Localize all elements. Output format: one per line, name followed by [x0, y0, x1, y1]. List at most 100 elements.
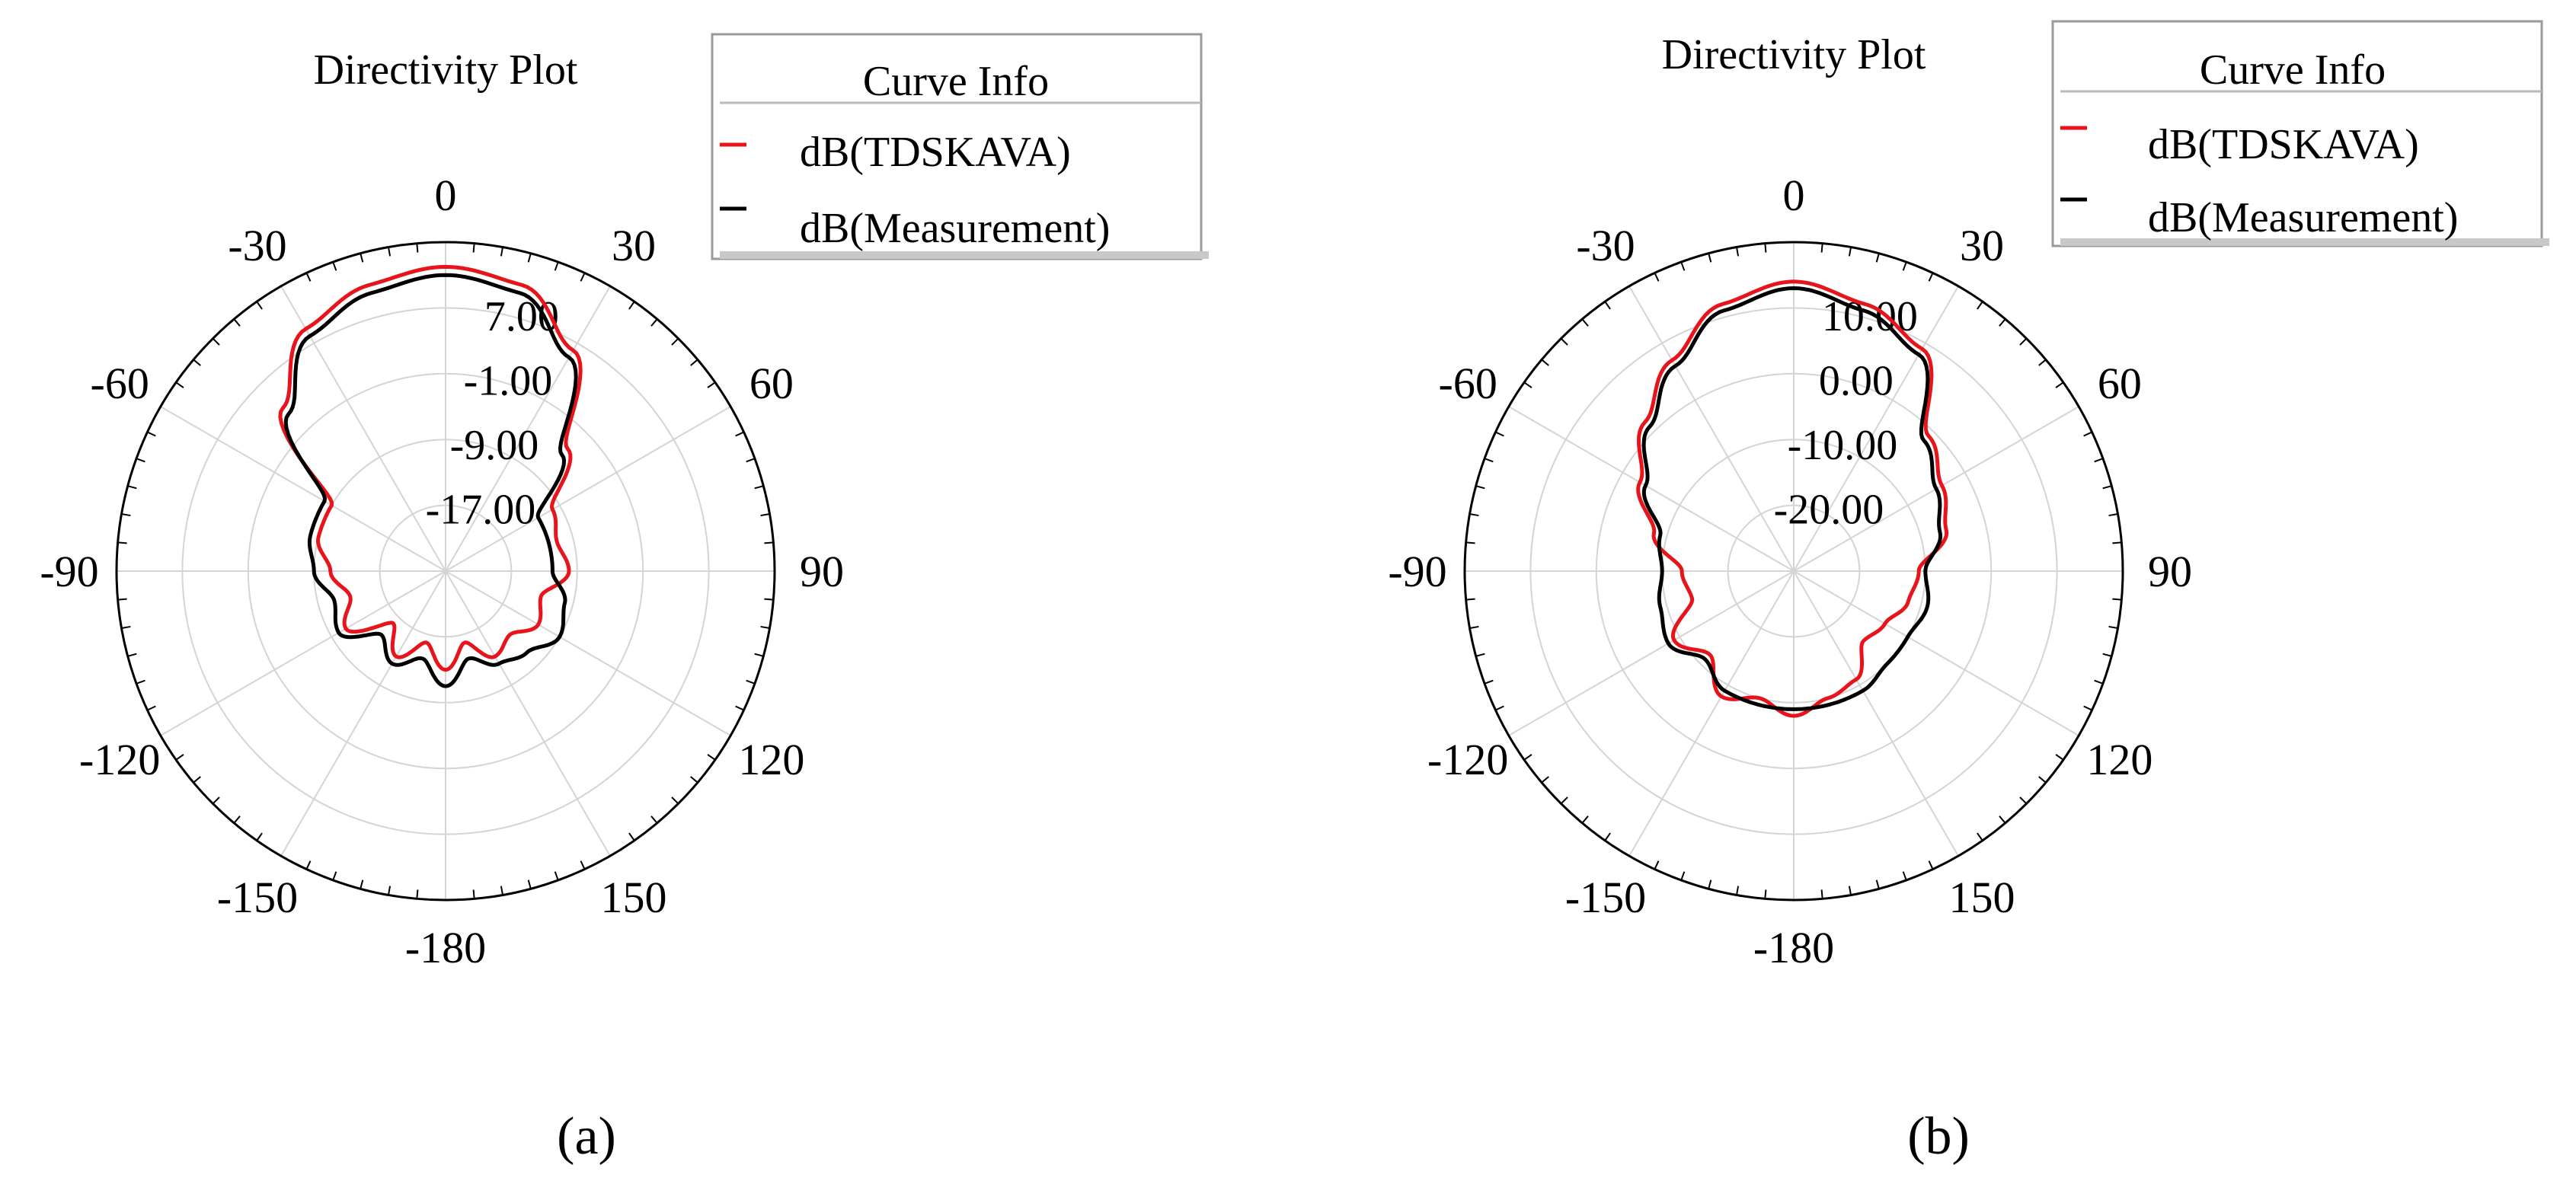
angle-tick-label: 90	[2148, 547, 2192, 596]
minor-tick	[117, 541, 127, 544]
minor-tick	[256, 301, 263, 310]
minor-tick	[650, 318, 658, 327]
series-line-tdskava	[1636, 279, 1949, 718]
angle-tick-label: -90	[1388, 547, 1446, 596]
legend-shadow-a	[720, 251, 1209, 259]
minor-tick	[746, 679, 756, 685]
minor-tick	[2112, 598, 2122, 601]
angle-tick-label: 120	[738, 735, 804, 784]
minor-tick	[1654, 273, 1660, 282]
minor-tick	[1820, 243, 1823, 253]
minor-tick	[1604, 301, 1611, 310]
minor-tick	[1999, 816, 2006, 824]
minor-tick	[1484, 679, 1494, 685]
chart-title-b: Directivity Plot	[1662, 31, 1926, 78]
grid-spoke	[445, 570, 731, 736]
angle-tick-label: 60	[749, 359, 794, 408]
minor-tick	[690, 359, 698, 366]
minor-tick	[472, 243, 475, 253]
minor-tick	[1581, 318, 1589, 327]
minor-tick	[628, 832, 635, 841]
minor-tick	[193, 776, 201, 784]
minor-tick	[127, 485, 137, 490]
minor-tick	[1475, 653, 1485, 657]
angle-tick-label: -150	[1565, 873, 1646, 922]
minor-tick	[2055, 381, 2064, 388]
angle-tick-label: 120	[2086, 735, 2153, 784]
legend-b: Curve Info dB(TDSKAVA) dB(Measurement)	[2051, 20, 2549, 247]
minor-tick	[1708, 879, 1712, 889]
radial-tick-label: -1.00	[464, 357, 553, 404]
minor-tick	[760, 512, 770, 517]
minor-tick	[233, 318, 241, 327]
minor-tick	[1680, 871, 1686, 881]
minor-tick	[1848, 886, 1852, 895]
minor-tick	[764, 541, 774, 544]
minor-tick	[212, 337, 220, 346]
minor-tick	[2102, 485, 2112, 490]
minor-tick	[671, 337, 679, 346]
minor-tick	[1541, 359, 1549, 366]
angle-tick-label: -30	[1576, 221, 1635, 270]
grid-spoke	[280, 570, 446, 857]
minor-tick	[387, 247, 392, 257]
minor-tick	[136, 458, 145, 463]
minor-tick	[1560, 337, 1568, 346]
grid-spoke	[445, 286, 611, 572]
minor-tick	[1495, 431, 1504, 437]
angle-tick-label: 30	[612, 221, 656, 270]
grid-spoke	[445, 406, 731, 572]
minor-tick	[1820, 889, 1823, 899]
minor-tick	[2083, 431, 2092, 437]
minor-tick	[1902, 871, 1907, 881]
legend-label-tdskava-a: dB(TDSKAVA)	[800, 129, 1071, 176]
minor-tick	[472, 889, 475, 899]
series-line-tdskava	[278, 264, 583, 672]
minor-tick	[193, 359, 201, 366]
minor-tick	[580, 860, 586, 870]
angle-tick-label: -120	[1427, 735, 1508, 784]
legend-title-b: Curve Info	[2200, 46, 2386, 94]
minor-tick	[332, 261, 337, 271]
minor-tick	[1875, 879, 1880, 889]
radial-tick-label: 7.00	[484, 293, 559, 340]
angle-tick-label: 150	[1949, 873, 2015, 922]
legend-label-tdskava-b: dB(TDSKAVA)	[2148, 121, 2419, 168]
grid-spoke	[1508, 406, 1795, 572]
grid-spoke	[1793, 570, 1959, 857]
minor-tick	[1560, 796, 1568, 805]
minor-tick	[212, 796, 220, 805]
grid-spoke	[160, 406, 446, 572]
minor-tick	[1469, 512, 1479, 517]
legend-shadow-b	[2060, 238, 2549, 246]
minor-tick	[175, 381, 184, 388]
radial-tick-label: -20.00	[1774, 486, 1884, 533]
minor-tick	[628, 301, 635, 310]
grid-spoke	[1508, 570, 1795, 736]
angle-tick-label: 30	[1960, 221, 2004, 270]
minor-tick	[500, 886, 504, 895]
minor-tick	[1928, 860, 1934, 870]
minor-tick	[1999, 318, 2006, 327]
angle-tick-label: -60	[91, 359, 149, 408]
minor-tick	[735, 431, 744, 437]
angle-tick-label: 150	[601, 873, 667, 922]
minor-tick	[305, 860, 312, 870]
minor-tick	[1465, 598, 1475, 601]
panel-label-b: (b)	[1907, 1107, 1970, 1166]
minor-tick	[147, 705, 156, 711]
minor-tick	[1875, 253, 1880, 263]
radial-tick-label: -10.00	[1788, 422, 1898, 469]
minor-tick	[1541, 776, 1549, 784]
minor-tick	[360, 879, 364, 889]
legend-label-measurement-a: dB(Measurement)	[800, 205, 1110, 252]
minor-tick	[360, 253, 364, 263]
outer-circle	[115, 241, 776, 902]
minor-tick	[554, 261, 559, 271]
minor-tick	[2108, 625, 2118, 630]
minor-tick	[147, 431, 156, 437]
minor-tick	[2094, 458, 2104, 463]
minor-tick	[233, 816, 241, 824]
